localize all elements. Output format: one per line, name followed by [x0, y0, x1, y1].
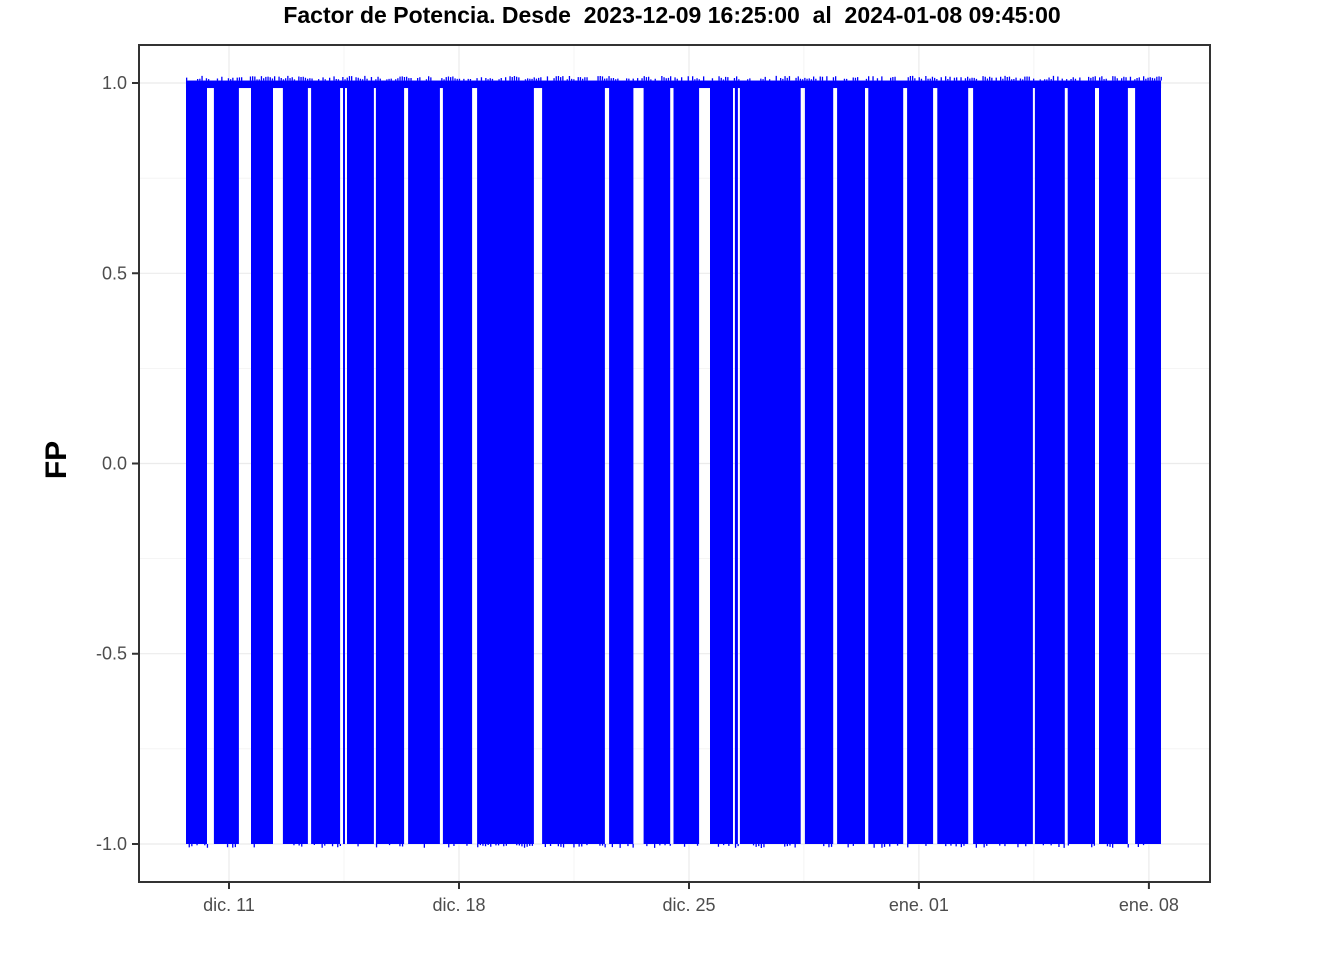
- y-tick-label: 0.0: [102, 454, 127, 474]
- y-tick-label: -1.0: [96, 834, 127, 854]
- y-tick-label: 0.5: [102, 263, 127, 283]
- y-tick-label: -0.5: [96, 644, 127, 664]
- axis-tick-marks: [132, 82, 1150, 889]
- data-columns: [186, 83, 1161, 844]
- x-tick-label: dic. 18: [432, 895, 485, 915]
- panel-border: [138, 44, 1211, 883]
- x-tick-label: ene. 01: [889, 895, 949, 915]
- y-tick-label: 1.0: [102, 73, 127, 93]
- x-tick-label: dic. 25: [662, 895, 715, 915]
- chart-title: Factor de Potencia. Desde 2023-12-09 16:…: [283, 2, 1061, 28]
- x-tick-label: dic. 11: [203, 895, 255, 915]
- x-tick-label: ene. 08: [1119, 895, 1179, 915]
